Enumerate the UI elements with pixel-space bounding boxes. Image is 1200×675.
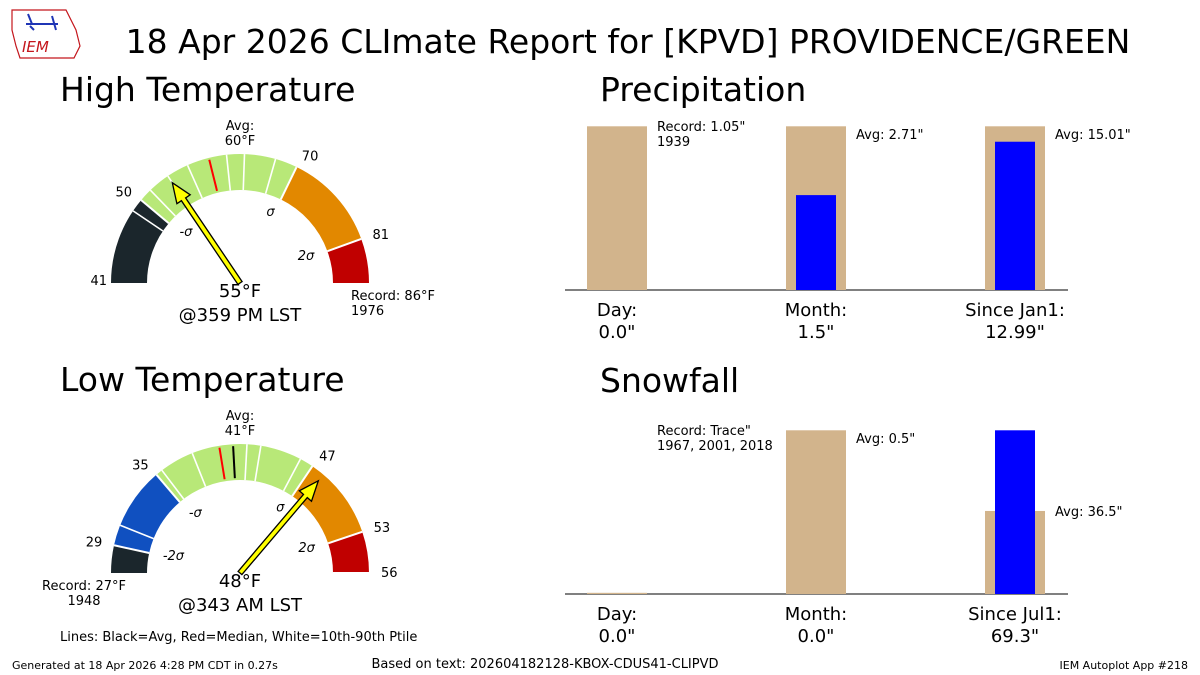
gauge-band-green: [141, 154, 297, 224]
category-label: Since Jan1:: [965, 300, 1065, 321]
gauge-record-label: Record: 27°F 1948: [42, 579, 126, 609]
avg-bar: [786, 430, 846, 594]
gauge-tick-label: 47: [319, 449, 336, 464]
percentile-line: [119, 524, 154, 540]
sigma-line: [291, 465, 314, 497]
value-label: 0.0": [599, 322, 636, 343]
gauge-sigma-label: -2σ: [163, 549, 185, 564]
avg-line: [232, 446, 236, 479]
gauge-sigma-label: 2σ: [298, 541, 315, 556]
value-label: 69.3": [991, 626, 1039, 647]
gauge-sigma-label: -σ: [179, 225, 193, 240]
percentile-line: [161, 469, 185, 500]
chart-title-low: Low Temperature: [60, 360, 345, 399]
percentile-line: [191, 452, 207, 487]
bar-annotation: Avg: 36.5": [1055, 505, 1123, 520]
percentile-line: [242, 154, 246, 191]
value-label: 0.0": [599, 626, 636, 647]
bar-annotation: Record: 1.05" 1939: [657, 120, 745, 150]
bar-annotation: Record: Trace" 1967, 2001, 2018: [657, 424, 773, 454]
gauge-value-label: 55°F: [219, 281, 261, 302]
tower-icon: [26, 13, 58, 31]
percentile-line: [254, 445, 262, 482]
gauge-tick-label: 81: [372, 228, 389, 243]
gauge-tick-label: 35: [132, 459, 149, 474]
gauge-band-red: [328, 531, 369, 573]
sigma-line: [155, 474, 181, 503]
category-label: Day:: [597, 300, 637, 321]
gauge-needle: [237, 479, 320, 576]
bar-annotation: Avg: 0.5": [856, 432, 915, 447]
gauge-needle: [171, 181, 244, 286]
sigma-line: [113, 544, 150, 554]
bars-snowfall: Day:0.0"Record: Trace" 1967, 2001, 2018Mo…: [565, 424, 1123, 647]
gauge-sigma-label: σ: [266, 205, 275, 220]
gauge-tick-label: 53: [374, 521, 391, 536]
category-label: Since Jul1:: [968, 604, 1062, 625]
observed-bar: [995, 141, 1035, 290]
value-label: 12.99": [985, 322, 1045, 343]
percentile-line: [132, 210, 164, 232]
bars-precipitation: Day:0.0" Record: 1.05" 1939 Month:1.5" Avg: …: [565, 120, 1131, 343]
avg-bar: [587, 126, 647, 290]
bar-annotation: Avg: 15.01": [1055, 128, 1131, 143]
category-label: Month:: [785, 300, 847, 321]
sigma-line: [279, 166, 298, 200]
percentile-line: [244, 444, 248, 481]
observed-bar: [796, 195, 836, 290]
category-label: Month:: [785, 604, 847, 625]
logo-text: IEM: [22, 38, 49, 56]
category-label: Day:: [597, 604, 637, 625]
percentile-line: [186, 164, 203, 199]
percentile-line: [282, 458, 302, 492]
observed-bar: [995, 430, 1035, 594]
gauge-band-red: [327, 238, 369, 283]
chart-title-precip: Precipitation: [600, 70, 806, 109]
chart-title-snow: Snowfall: [600, 361, 739, 400]
value-label: 0.0": [798, 626, 835, 647]
gauge-value-label: 48°F: [219, 571, 261, 592]
percentile-line: [149, 189, 176, 217]
chart-title-high: High Temperature: [60, 70, 355, 109]
iowa-outline-icon: [11, 9, 81, 59]
value-label: 1.5": [798, 322, 835, 343]
gauge-avg-label: Avg: 41°F: [225, 409, 256, 439]
gauge-record-label: Record: 86°F 1976: [351, 289, 435, 319]
footer-generated: Generated at 18 Apr 2026 4:28 PM CDT in …: [12, 659, 278, 672]
gauge-band-dark: [111, 545, 150, 573]
median-line: [218, 447, 226, 480]
iem-logo: IEM: [11, 9, 81, 59]
sigma-line: [327, 237, 362, 253]
gauge-time-label: @343 AM LST: [178, 595, 303, 616]
gauge-band-dark: [111, 200, 169, 283]
sigma-line: [327, 530, 363, 545]
bar-annotation: Avg: 2.71": [856, 128, 924, 143]
gauge-avg-label: Avg: 60°F: [225, 119, 256, 149]
gauge-low-temperature: 29 -2σ 35 -σ 47 σ 53 2σ 56 Avg: 41°F 48°F @343 AM LS…: [42, 409, 398, 616]
gauge-band-orange: [280, 167, 362, 252]
gauge-time-label: @359 PM LST: [179, 305, 303, 326]
gauge-min-label: 41: [90, 274, 107, 289]
footer-app: IEM Autoplot App #218: [1060, 659, 1189, 672]
lines-note: Lines: Black=Avg, Red=Median, White=10th…: [60, 630, 417, 645]
gauge-tick-label: 29: [86, 536, 103, 551]
gauge-band-blue: [114, 474, 180, 554]
gauge-high-temperature: 50 -σ 70 σ 81 2σ 41 Avg: 60°F 55°F @359 PM LST Reco…: [90, 119, 435, 326]
median-line: [208, 159, 218, 192]
page-title: 18 Apr 2026 CLImate Report for [KPVD] PR…: [126, 22, 1131, 61]
gauge-tick-label: 50: [115, 185, 132, 200]
gauge-tick-label: 56: [381, 566, 398, 581]
sigma-line: [140, 199, 170, 224]
gauge-sigma-label: 2σ: [298, 249, 315, 264]
percentile-line: [264, 158, 277, 194]
avg-bar: [587, 592, 647, 594]
gauge-sigma-label: -σ: [189, 506, 203, 521]
gauge-sigma-label: σ: [276, 501, 285, 516]
footer-based-on: Based on text: 202604182128-KBOX-CDUS41-…: [371, 657, 718, 672]
gauge-tick-label: 70: [302, 149, 319, 164]
percentile-line: [225, 154, 232, 191]
